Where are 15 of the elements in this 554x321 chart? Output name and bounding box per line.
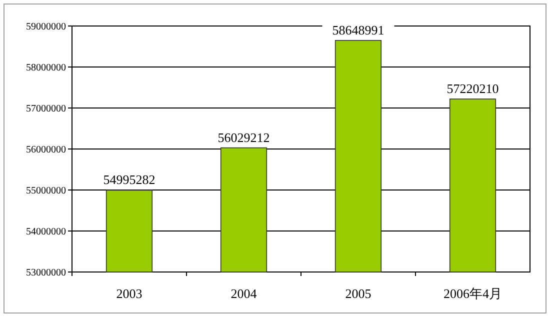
y-tick-label: 54000000 [26, 226, 66, 238]
data-label: 58648991 [332, 22, 384, 38]
data-label: 57220210 [446, 80, 499, 96]
y-tick-label: 57000000 [26, 104, 66, 114]
x-tick-label: 2003 [116, 286, 142, 301]
y-tick-label: 56000000 [26, 144, 66, 156]
y-tick-label: 59000000 [26, 22, 66, 32]
data-label: 56029212 [218, 130, 270, 145]
y-tick-label: 53000000 [26, 268, 66, 278]
y-tick-label: 58000000 [26, 62, 66, 74]
x-tick-label: 2006年4月 [444, 286, 502, 301]
x-tick-label: 2005 [345, 286, 372, 301]
y-tick-label: 55000000 [26, 186, 66, 196]
data-label: 54995282 [103, 172, 156, 188]
x-tick-label: 2004 [230, 286, 258, 301]
